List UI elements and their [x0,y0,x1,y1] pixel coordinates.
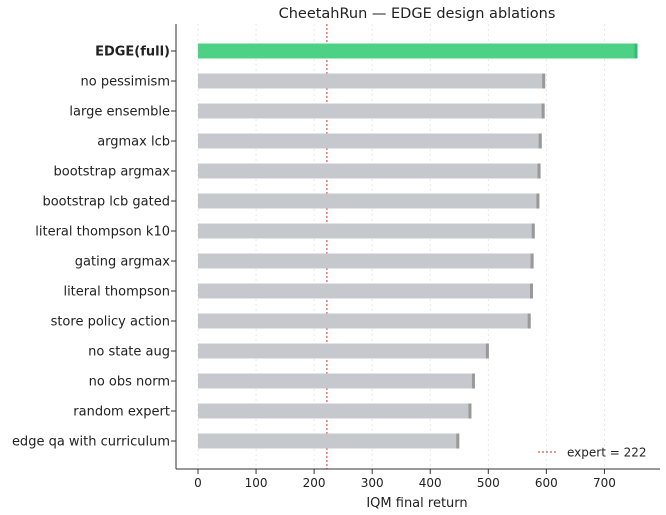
bars-group [198,43,638,449]
x-tick-label: 100 [245,476,268,490]
category-label: gating argmax [75,255,171,270]
bar [198,283,534,299]
bar-cap [537,163,541,179]
bar [198,43,638,59]
x-axis-label: IQM final return [366,496,467,511]
bar-cap [530,253,534,269]
bar-cap [530,283,534,299]
bar-cap [485,343,489,359]
bar [198,373,475,389]
bar [198,163,541,179]
category-labels: EDGE(full) no pessimism large ensemble argm… [12,45,176,450]
bar [198,313,531,329]
bar [198,433,460,449]
bar-cap [531,223,535,239]
category-label: no pessimism [81,75,170,90]
category-label: EDGE(full) [95,45,170,60]
category-label: bootstrap argmax [54,165,171,180]
grid-lines [197,24,605,469]
x-tick-label: 500 [477,476,500,490]
category-label: edge qa with curriculum [12,435,170,450]
bar [198,343,489,359]
bar-cap [538,133,542,149]
bar [198,73,546,89]
bar-cap [471,373,475,389]
bar-cap [536,193,540,209]
x-ticks: 0 100 200 300 400 500 600 700 [194,469,616,490]
x-tick-label: 0 [194,476,202,490]
bar-cap [542,73,546,89]
bar [198,133,542,149]
bar-cap [527,313,531,329]
legend: expert = 222 [538,446,647,460]
x-tick-label: 200 [303,476,326,490]
bar [198,103,545,119]
category-label: no state aug [88,345,170,360]
category-label: store policy action [51,315,170,330]
bar [198,223,535,239]
x-tick-label: 300 [361,476,384,490]
bar [198,403,472,419]
bar [198,193,540,209]
bar-cap [634,43,638,59]
category-label: random expert [73,405,170,420]
category-label: no obs norm [89,375,170,390]
x-tick-label: 400 [419,476,442,490]
category-label: large ensemble [69,105,170,120]
x-tick-label: 700 [593,476,616,490]
bar [198,253,534,269]
bar-cap [541,103,545,119]
bar-cap [468,403,472,419]
legend-label: expert = 222 [567,446,647,460]
x-tick-label: 600 [535,476,558,490]
axes [175,24,660,470]
category-label: argmax lcb [97,135,170,150]
chart-title: CheetahRun — EDGE design ablations [279,6,556,22]
bar-cap [456,433,460,449]
category-label: bootstrap lcb gated [42,195,170,210]
category-label: literal thompson k10 [35,225,170,240]
category-label: literal thompson [63,285,170,300]
